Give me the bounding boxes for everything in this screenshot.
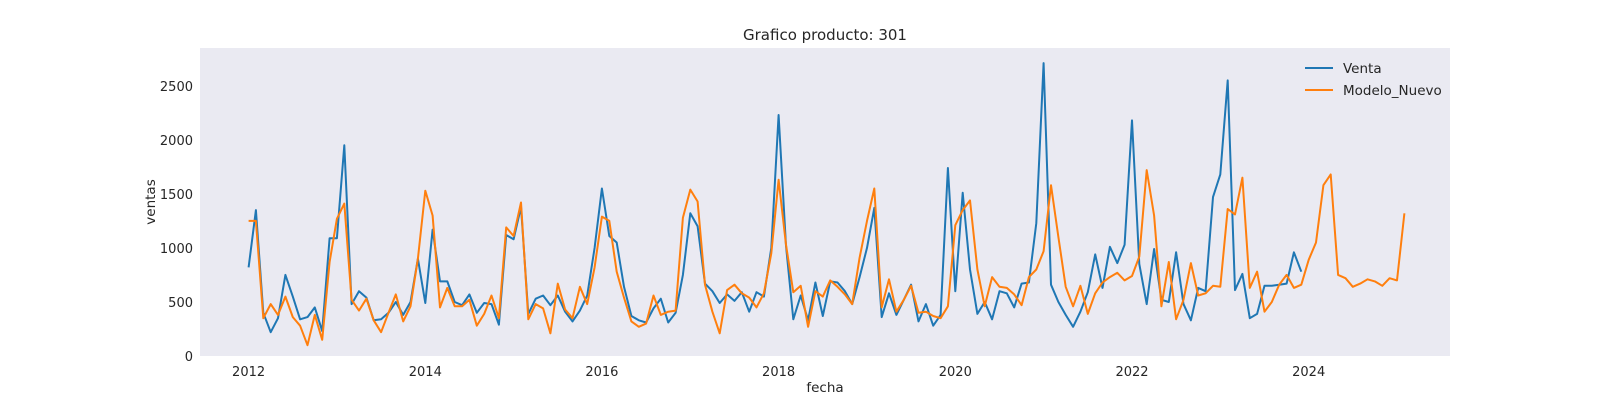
legend: Venta Modelo_Nuevo <box>1305 61 1442 99</box>
y-tick-label: 2000 <box>160 134 193 149</box>
x-tick-labels: 2012 2014 2016 2018 2020 2022 2024 <box>232 365 1325 380</box>
y-tick-label: 2500 <box>160 80 193 95</box>
y-tick-label: 1000 <box>160 242 193 257</box>
legend-label: Venta <box>1343 61 1382 77</box>
y-tick-label: 500 <box>168 296 193 311</box>
x-tick-label: 2016 <box>585 365 618 380</box>
x-tick-label: 2022 <box>1115 365 1148 380</box>
y-tick-label: 1500 <box>160 188 193 203</box>
x-tick-label: 2024 <box>1292 365 1325 380</box>
x-tick-label: 2018 <box>762 365 795 380</box>
x-axis-label: fecha <box>806 380 843 396</box>
x-tick-label: 2020 <box>939 365 972 380</box>
y-tick-label: 0 <box>185 350 193 365</box>
chart-title: Grafico producto: 301 <box>743 26 907 44</box>
y-axis-label: ventas <box>143 179 159 224</box>
series-line-modelo-nuevo <box>248 169 1406 347</box>
y-tick-labels: 0 500 1000 1500 2000 2500 <box>160 80 193 365</box>
series-line-venta <box>247 62 1303 334</box>
legend-label: Modelo_Nuevo <box>1343 83 1442 99</box>
x-tick-label: 2012 <box>232 365 265 380</box>
x-tick-label: 2014 <box>409 365 442 380</box>
series-lines <box>247 62 1406 347</box>
